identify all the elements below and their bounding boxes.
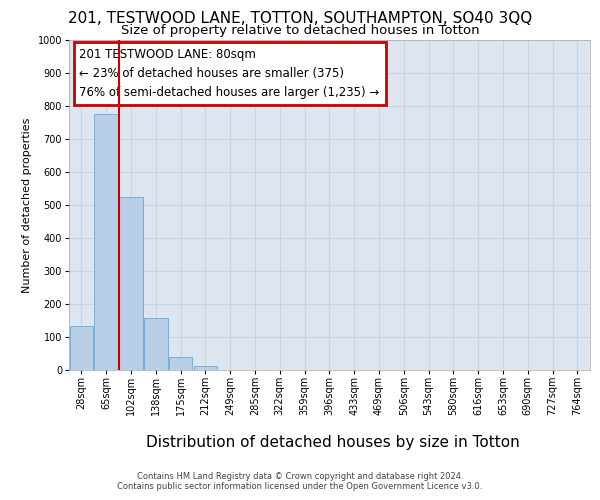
Y-axis label: Number of detached properties: Number of detached properties bbox=[22, 118, 32, 292]
Bar bbox=[194, 366, 217, 370]
Bar bbox=[119, 198, 143, 370]
Text: Contains HM Land Registry data © Crown copyright and database right 2024.: Contains HM Land Registry data © Crown c… bbox=[137, 472, 463, 481]
Bar bbox=[70, 326, 93, 370]
Text: 201, TESTWOOD LANE, TOTTON, SOUTHAMPTON, SO40 3QQ: 201, TESTWOOD LANE, TOTTON, SOUTHAMPTON,… bbox=[68, 11, 532, 26]
Bar bbox=[144, 318, 167, 370]
Text: Size of property relative to detached houses in Totton: Size of property relative to detached ho… bbox=[121, 24, 479, 37]
Text: Distribution of detached houses by size in Totton: Distribution of detached houses by size … bbox=[146, 435, 520, 450]
Bar bbox=[169, 358, 193, 370]
Text: 201 TESTWOOD LANE: 80sqm
← 23% of detached houses are smaller (375)
76% of semi-: 201 TESTWOOD LANE: 80sqm ← 23% of detach… bbox=[79, 48, 380, 99]
Text: Contains public sector information licensed under the Open Government Licence v3: Contains public sector information licen… bbox=[118, 482, 482, 491]
Bar bbox=[94, 114, 118, 370]
